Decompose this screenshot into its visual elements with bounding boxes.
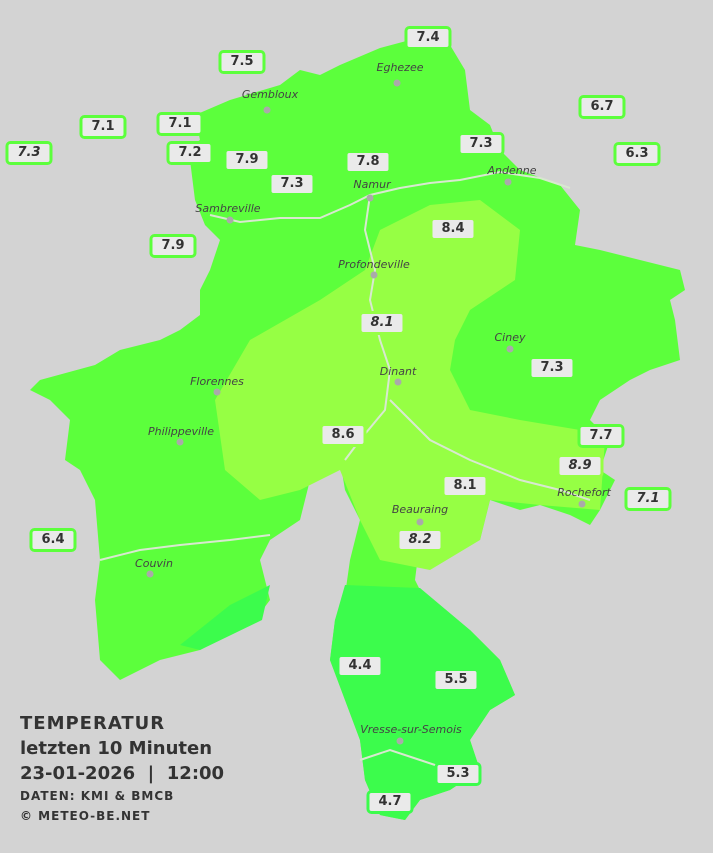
river-sambre-meuse [209,170,571,224]
town-label: Couvin [135,557,173,570]
town-dot [370,271,378,279]
station-temperature[interactable]: 7.1 [624,487,672,511]
zone-4-6 [330,585,515,820]
station-temperature[interactable]: 7.3 [528,356,576,380]
town-dot [366,194,374,202]
legend-source: DATEN: KMI & BMCB [20,789,175,803]
station-temperature[interactable]: 8.1 [441,474,489,498]
town-label: Eghezee [376,61,424,74]
town-dot [504,178,512,186]
station-temperature[interactable]: 7.2 [166,141,214,165]
river-lesse [389,399,591,501]
station-temperature[interactable]: 7.3 [268,172,316,196]
station-temperature[interactable]: 7.3 [457,132,505,156]
station-temperature[interactable]: 5.5 [432,668,480,692]
town-dot [213,388,221,396]
legend-subtitle: letzten 10 Minuten [20,738,213,759]
town-dot [394,378,402,386]
zone-8-9 [215,200,605,570]
station-temperature[interactable]: 8.6 [319,423,367,447]
town-label: Sambreville [195,202,261,215]
station-temperature[interactable]: 8.9 [556,454,604,478]
station-temperature[interactable]: 4.4 [336,654,384,678]
town-dot [226,216,234,224]
town-dot [263,106,271,114]
town-label: Dinant [379,365,417,378]
station-temperature[interactable]: 5.3 [434,762,482,786]
town-label: Philippeville [148,425,214,438]
station-temperature[interactable]: 6.7 [578,95,626,119]
station-temperature[interactable]: 7.3 [5,141,53,165]
town-label: Profondeville [338,258,410,271]
legend-datetime: 23-01-2026 | 12:00 [20,763,225,784]
station-temperature[interactable]: 8.1 [358,311,406,335]
map-legend: TEMPERATUR letzten 10 Minuten 23-01-2026… [20,712,224,826]
station-temperature[interactable]: 6.4 [29,528,77,552]
station-temperature[interactable]: 8.4 [429,217,477,241]
station-temperature[interactable]: 7.9 [149,234,197,258]
station-temperature[interactable]: 7.5 [218,50,266,74]
station-temperature[interactable]: 8.2 [396,528,444,552]
station-temperature[interactable]: 7.8 [344,150,392,174]
town-label: Andenne [487,164,537,177]
legend-title: TEMPERATUR [20,713,166,734]
town-label: Florennes [190,375,244,388]
town-dot [393,79,401,87]
station-temperature[interactable]: 7.1 [79,115,127,139]
river-viroin [99,534,271,561]
station-temperature[interactable]: 7.9 [223,148,271,172]
town-dot [578,500,586,508]
zone-4-6-sw [180,585,270,650]
town-label: Namur [353,178,391,191]
station-temperature[interactable]: 7.1 [156,112,204,136]
station-temperature[interactable]: 4.7 [366,790,414,814]
town-dot [396,737,404,745]
town-label: Gembloux [241,88,299,101]
station-temperature[interactable]: 7.7 [577,424,625,448]
legend-copyright: © METEO-BE.NET [20,809,151,823]
town-dot [176,438,184,446]
river-meuse [344,194,392,461]
town-dot [506,345,514,353]
town-dot [146,570,154,578]
station-temperature[interactable]: 6.3 [613,142,661,166]
station-temperature[interactable]: 7.4 [404,26,452,50]
town-label: Ciney [494,331,526,344]
town-label: Vresse-sur-Semois [360,723,462,736]
town-dot [416,518,424,526]
town-label: Beauraing [391,503,449,516]
town-label: Rochefort [557,486,611,499]
